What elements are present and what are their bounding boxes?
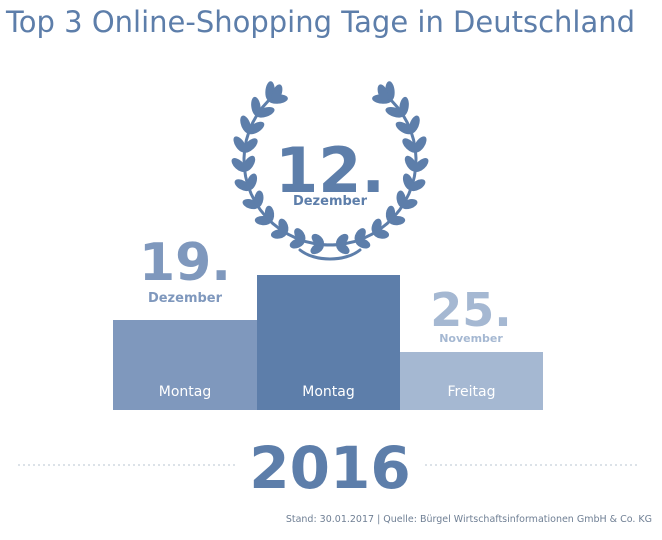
laurel-stem [316, 92, 418, 247]
laurel-leaf [234, 179, 251, 192]
laurel-leaf [294, 228, 306, 243]
laurel-leaf [242, 138, 258, 153]
podium-rank-3: Freitag 25.November [400, 283, 543, 410]
bar-day-label: 19. [139, 233, 231, 293]
laurel-branch-right [316, 81, 429, 255]
laurel-leaf [255, 106, 275, 118]
laurel-leaf [336, 242, 350, 255]
laurel-leaf [233, 136, 247, 153]
laurel-leaf [395, 121, 413, 135]
laurel-leaf [402, 138, 418, 153]
bar-weekday-label: Montag [302, 384, 354, 400]
bar-weekday-label: Freitag [448, 384, 496, 400]
chart-title: Top 3 Online-Shopping Tage in Deutschlan… [6, 5, 636, 39]
laurel-leaf [401, 199, 418, 210]
bar-weekday-label: Montag [159, 384, 211, 400]
laurel-leaf [246, 173, 258, 191]
laurel-leaf [247, 121, 265, 135]
podium-bar-rank-2 [113, 320, 257, 410]
bar-month-label: Dezember [148, 291, 223, 306]
bar-day-label: 25. [430, 283, 512, 337]
laurel-leaf [354, 228, 366, 243]
laurel-leaf [408, 115, 420, 134]
laurel-wreath [231, 81, 429, 261]
laurel-stem [242, 92, 344, 247]
laurel-leaf [388, 215, 406, 226]
laurel-leaf [399, 96, 409, 117]
laurel-leaf [271, 84, 283, 102]
source-footer: Stand: 30.01.2017 | Quelle: Bürgel Wirts… [285, 514, 652, 525]
laurel-leaf [413, 136, 427, 153]
laurel-leaf [409, 179, 426, 192]
laurel-leaf [278, 218, 289, 234]
laurel-leaf [242, 155, 256, 172]
laurel-leaf [373, 229, 390, 239]
laurel-leaf [355, 238, 371, 249]
laurel-leaf [264, 205, 275, 223]
laurel-branch-left [231, 81, 344, 255]
podium-bar-rank-3 [400, 352, 543, 410]
laurel-tie [298, 248, 362, 261]
laurel-leaf [377, 84, 389, 102]
laurel-leaf [404, 155, 418, 172]
bar-day-label: 12. [275, 134, 385, 207]
laurel-leaf [413, 158, 429, 172]
bar-month-label: Dezember [293, 194, 368, 209]
year-label: 2016 [249, 434, 410, 502]
podium-bar-rank-1 [257, 275, 400, 410]
podium-rank-1: Montag 12.Dezember [257, 134, 400, 410]
podium-rank-2: Montag 19.Dezember [113, 233, 257, 410]
laurel-leaf [254, 190, 264, 208]
bar-month-label: November [439, 332, 503, 345]
podium-bars: Montag19.DezemberMontag12.DezemberFreita… [113, 134, 543, 410]
laurel-leaf [231, 158, 247, 172]
